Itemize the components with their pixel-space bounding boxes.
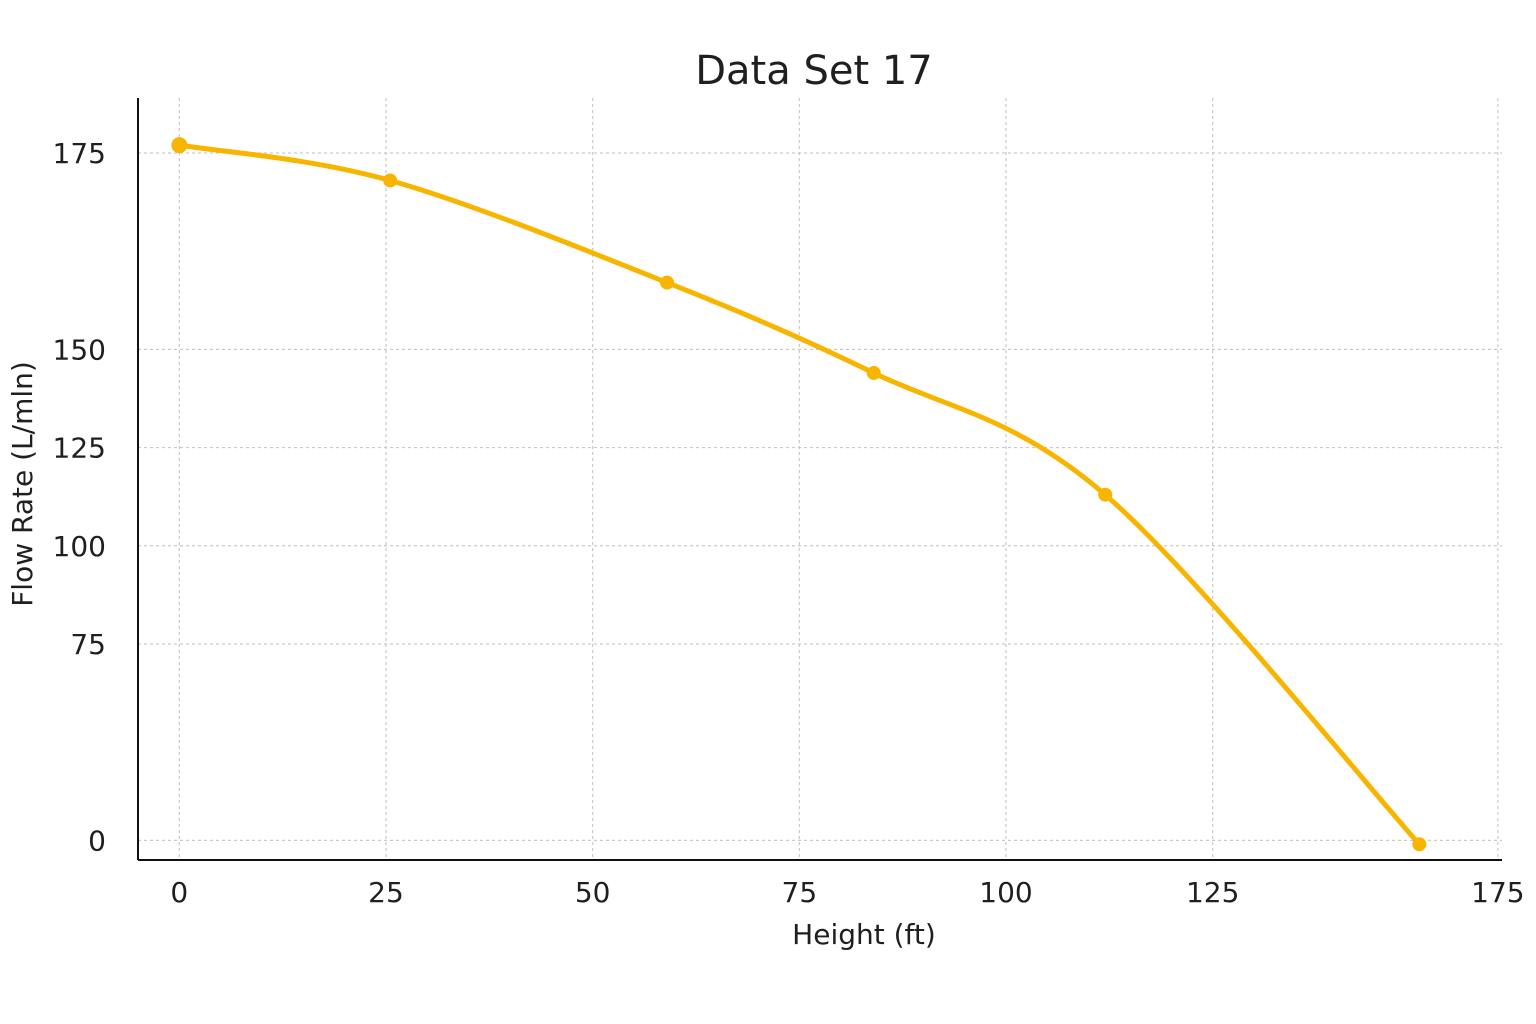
- y-tick-label: 125: [53, 432, 106, 465]
- data-point: [171, 137, 188, 154]
- grid-layer: [138, 98, 1502, 860]
- y-axis-label: Flow Rate (L/mln): [6, 361, 39, 607]
- y-tick-label: 150: [53, 333, 106, 366]
- x-tick-label: 50: [575, 876, 611, 909]
- tick-layer: 0 25 50 75 100 125 175 0 75 100 125 150 175: [53, 137, 1525, 909]
- x-tick-label: 100: [979, 876, 1032, 909]
- chart-title: Data Set 17: [695, 48, 933, 94]
- data-point: [866, 365, 881, 380]
- data-point: [383, 173, 398, 188]
- axis-layer: [137, 98, 1502, 861]
- data-point: [1412, 837, 1427, 852]
- data-point: [660, 275, 675, 290]
- data-point: [1098, 487, 1113, 502]
- x-tick-label: 175: [1471, 876, 1524, 909]
- y-tick-label: 75: [70, 628, 106, 661]
- y-tick-label: 0: [88, 824, 106, 857]
- y-tick-label: 100: [53, 530, 106, 563]
- x-tick-label: 75: [782, 876, 818, 909]
- y-tick-label: 175: [53, 137, 106, 170]
- x-tick-label: 25: [368, 876, 404, 909]
- x-tick-label: 0: [170, 876, 188, 909]
- x-tick-label: 125: [1186, 876, 1239, 909]
- x-axis-label: Height (ft): [792, 918, 936, 951]
- series-layer: [171, 137, 1427, 852]
